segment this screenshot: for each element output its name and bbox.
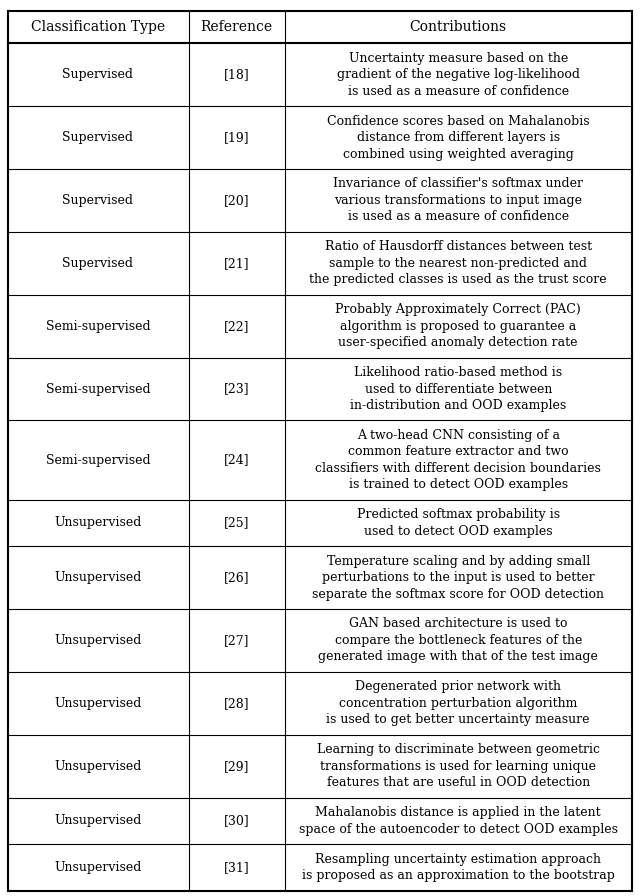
Text: Learning to discriminate between geometric
transformations is used for learning : Learning to discriminate between geometr…: [317, 743, 600, 789]
Text: Temperature scaling and by adding small
perturbations to the input is used to be: Temperature scaling and by adding small …: [312, 555, 604, 600]
Text: A two-head CNN consisting of a
common feature extractor and two
classifiers with: A two-head CNN consisting of a common fe…: [316, 429, 601, 491]
Text: Contributions: Contributions: [410, 20, 507, 34]
Text: [18]: [18]: [224, 68, 250, 82]
Text: Semi-supervised: Semi-supervised: [45, 320, 150, 332]
Text: Probably Approximately Correct (PAC)
algorithm is proposed to guarantee a
user-s: Probably Approximately Correct (PAC) alg…: [335, 303, 581, 349]
Text: Supervised: Supervised: [63, 131, 133, 144]
Text: [19]: [19]: [224, 131, 250, 144]
Text: Semi-supervised: Semi-supervised: [45, 383, 150, 395]
Text: Supervised: Supervised: [63, 68, 133, 82]
Text: Unsupervised: Unsupervised: [54, 861, 141, 874]
Text: [29]: [29]: [224, 760, 250, 772]
Text: [21]: [21]: [224, 257, 250, 270]
Text: Resampling uncertainty estimation approach
is proposed as an approximation to th: Resampling uncertainty estimation approa…: [302, 853, 614, 883]
Text: Likelihood ratio-based method is
used to differentiate between
in-distribution a: Likelihood ratio-based method is used to…: [350, 366, 566, 412]
Text: GAN based architecture is used to
compare the bottleneck features of the
generat: GAN based architecture is used to compar…: [318, 617, 598, 663]
Text: [24]: [24]: [224, 453, 250, 467]
Text: Mahalanobis distance is applied in the latent
space of the autoencoder to detect: Mahalanobis distance is applied in the l…: [299, 806, 618, 836]
Text: Unsupervised: Unsupervised: [54, 814, 141, 827]
Text: [23]: [23]: [224, 383, 250, 395]
Text: Semi-supervised: Semi-supervised: [45, 453, 150, 467]
Text: Ratio of Hausdorff distances between test
sample to the nearest non-predicted an: Ratio of Hausdorff distances between tes…: [309, 240, 607, 287]
Text: [26]: [26]: [224, 571, 250, 584]
Text: Classification Type: Classification Type: [31, 20, 165, 34]
Text: [28]: [28]: [224, 697, 250, 710]
Text: Unsupervised: Unsupervised: [54, 760, 141, 772]
Text: Predicted softmax probability is
used to detect OOD examples: Predicted softmax probability is used to…: [356, 508, 560, 538]
Text: Reference: Reference: [201, 20, 273, 34]
Text: [25]: [25]: [224, 516, 250, 530]
Text: Unsupervised: Unsupervised: [54, 697, 141, 710]
Text: [31]: [31]: [224, 861, 250, 874]
Text: Degenerated prior network with
concentration perturbation algorithm
is used to g: Degenerated prior network with concentra…: [326, 680, 590, 727]
Text: [27]: [27]: [224, 634, 250, 647]
Text: Unsupervised: Unsupervised: [54, 634, 141, 647]
Text: [22]: [22]: [224, 320, 250, 332]
Text: Unsupervised: Unsupervised: [54, 571, 141, 584]
Text: Confidence scores based on Mahalanobis
distance from different layers is
combine: Confidence scores based on Mahalanobis d…: [327, 115, 589, 160]
Text: Supervised: Supervised: [63, 194, 133, 207]
Text: [20]: [20]: [224, 194, 250, 207]
Text: Unsupervised: Unsupervised: [54, 516, 141, 530]
Text: Supervised: Supervised: [63, 257, 133, 270]
Text: [30]: [30]: [224, 814, 250, 827]
Text: Uncertainty measure based on the
gradient of the negative log-likelihood
is used: Uncertainty measure based on the gradien…: [337, 52, 580, 98]
Text: Invariance of classifier's softmax under
various transformations to input image
: Invariance of classifier's softmax under…: [333, 177, 583, 223]
